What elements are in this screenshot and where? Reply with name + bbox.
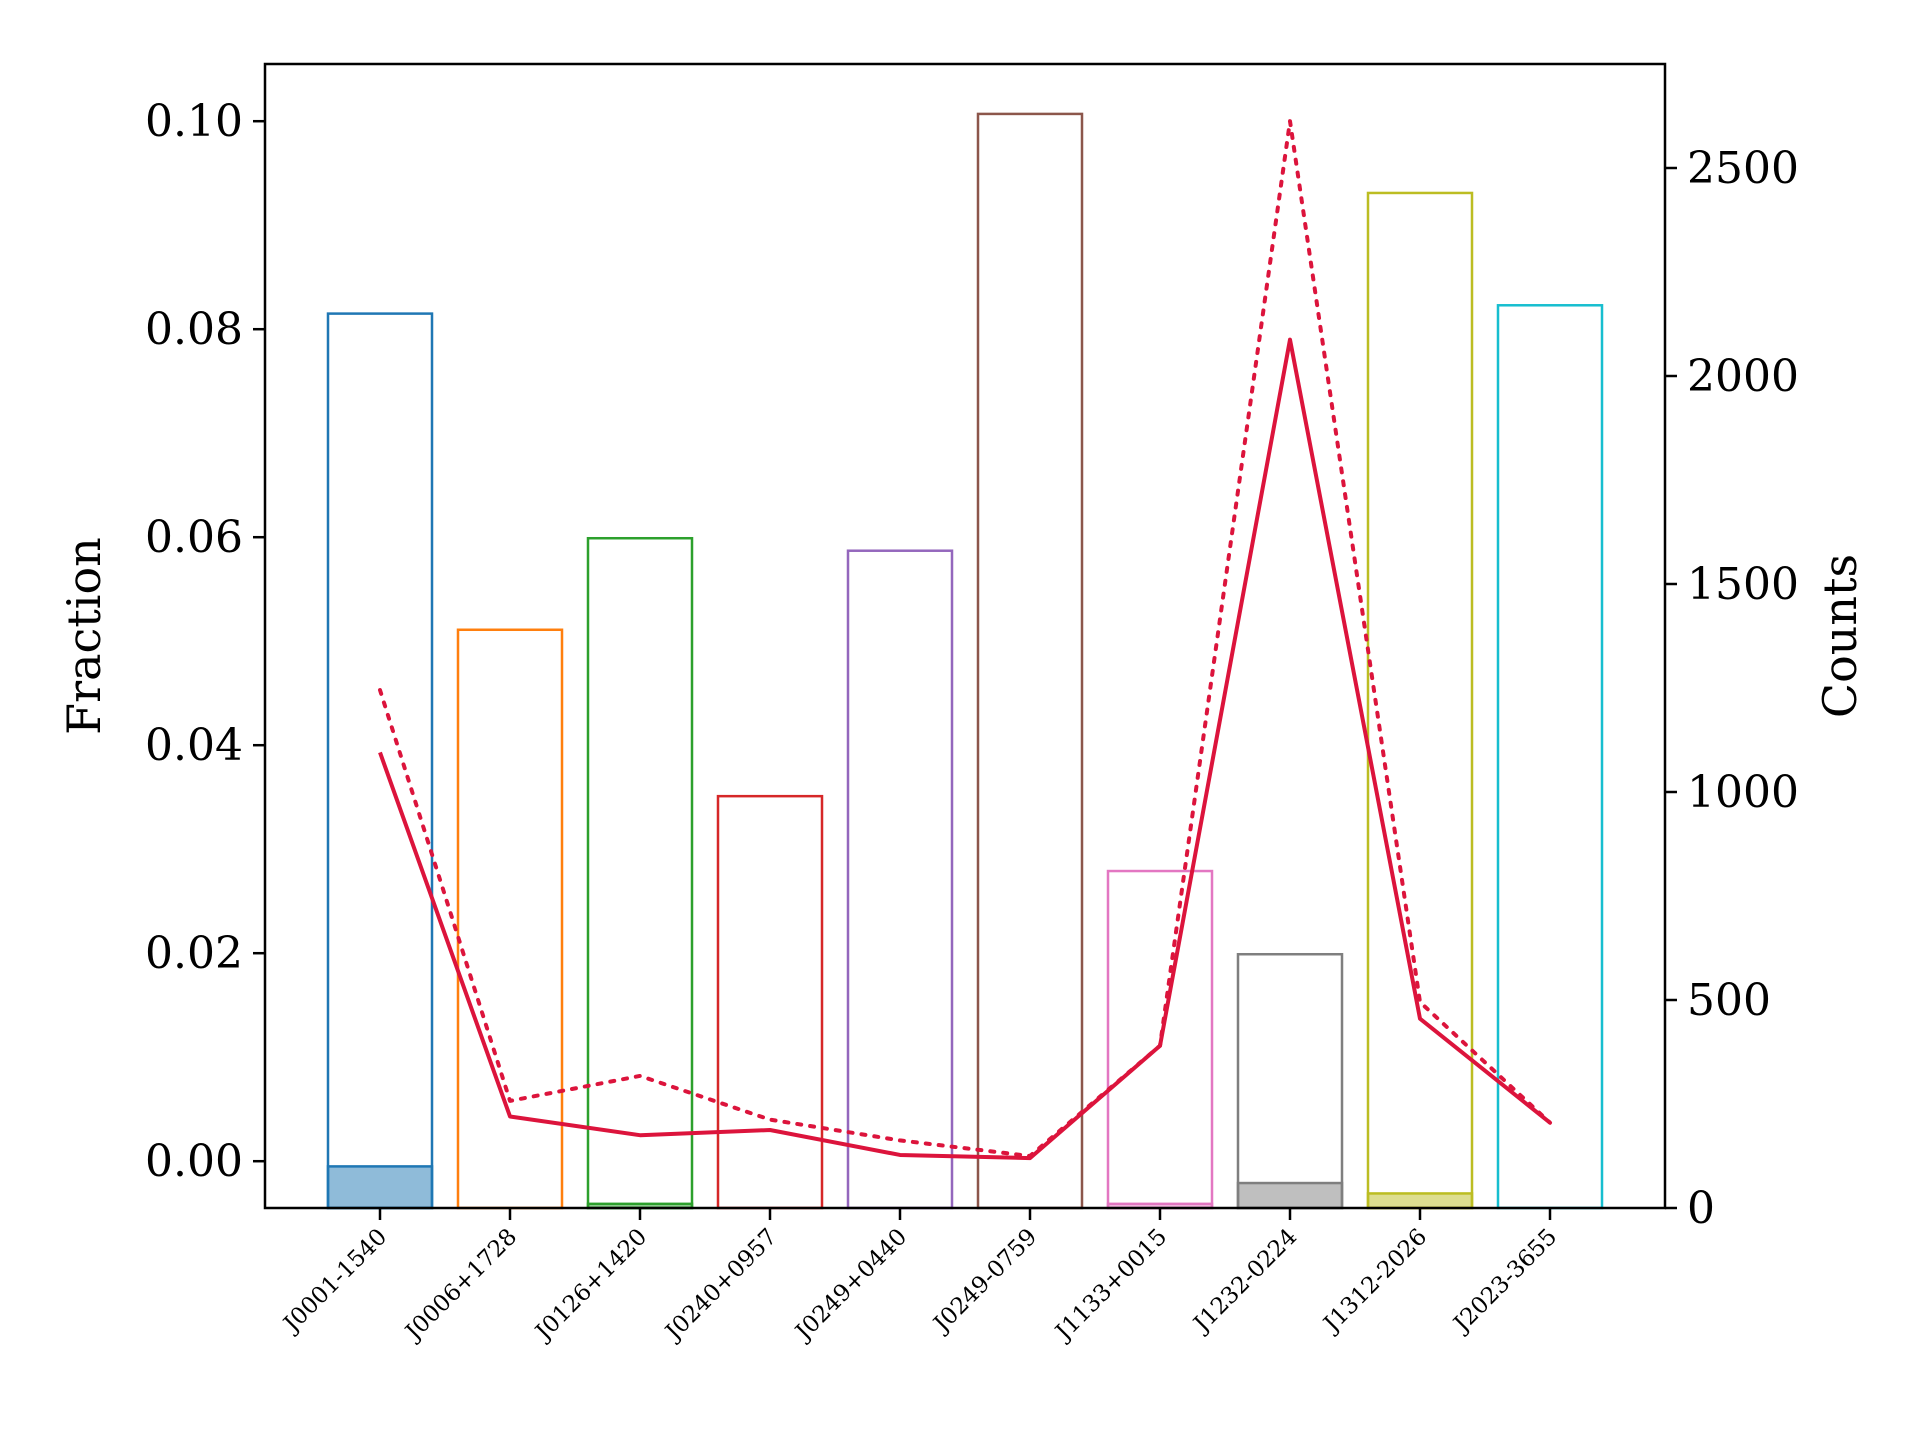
left-tick-label: 0.04: [145, 720, 243, 771]
x-tick-label: J1232-0224: [1188, 1224, 1303, 1339]
solid-series-line: [378, 337, 1552, 1161]
x-tick-label: J0240+0957: [660, 1224, 783, 1347]
x-tick-label: J2023-3655: [1448, 1224, 1563, 1339]
plot-frame: [263, 62, 1667, 1210]
x-tick-label: J0006+1728: [400, 1224, 523, 1347]
left-tick-label: 0.02: [145, 928, 243, 979]
right-axis-ticks: 0 500 1000 1500 2000 2500: [1665, 143, 1799, 1234]
right-tick-label: 1000: [1687, 767, 1799, 818]
x-tick-label: J1133+0015: [1050, 1224, 1173, 1347]
left-tick-label: 0.06: [145, 512, 243, 563]
outline-bar-J0001-1540: [326, 312, 434, 1210]
left-tick-label: 0.10: [145, 96, 243, 147]
left-axis-ticks: 0.00 0.02 0.04 0.06 0.08 0.10: [145, 96, 265, 1187]
filled-bar-J1312-2026: [1366, 1192, 1474, 1210]
outline-bar-J0249-0759: [976, 112, 1084, 1210]
left-axis-title: Fraction: [57, 537, 111, 735]
right-tick-label: 2500: [1687, 143, 1799, 194]
left-tick-label: 0.00: [145, 1136, 243, 1187]
outline-bar-J2023-3655: [1496, 304, 1604, 1210]
left-tick-label: 0.08: [145, 304, 243, 355]
outline-bars-layer: [326, 112, 1604, 1210]
right-axis-title: Counts: [1813, 554, 1867, 718]
right-tick-label: 500: [1687, 975, 1771, 1026]
right-tick-label: 2000: [1687, 351, 1799, 402]
x-tick-label: J0249-0759: [928, 1224, 1043, 1339]
right-tick-label: 0: [1687, 1183, 1715, 1234]
x-tick-label: J1312-2026: [1318, 1224, 1433, 1339]
outline-bar-J1312-2026: [1366, 191, 1474, 1210]
filled-bars-layer: [326, 1165, 1474, 1210]
outline-bar-J1232-0224: [1236, 952, 1344, 1210]
x-tick-label: J0249+0440: [790, 1224, 913, 1347]
outline-bar-J0249+0440: [846, 549, 954, 1210]
x-axis-ticks: J0001-1540 J0006+1728 J0126+1420 J0240+0957…: [278, 1208, 1563, 1347]
outline-bar-J0126+1420: [586, 536, 694, 1210]
lines-layer: [378, 119, 1552, 1161]
filled-bar-J0001-1540: [326, 1165, 434, 1210]
dotted-series-line: [378, 119, 1552, 1158]
x-tick-label: J0126+1420: [530, 1224, 653, 1347]
right-tick-label: 1500: [1687, 559, 1799, 610]
x-tick-label: J0001-1540: [278, 1224, 393, 1339]
outline-bar-J0240+0957: [716, 794, 824, 1210]
filled-bar-J1232-0224: [1236, 1181, 1344, 1210]
